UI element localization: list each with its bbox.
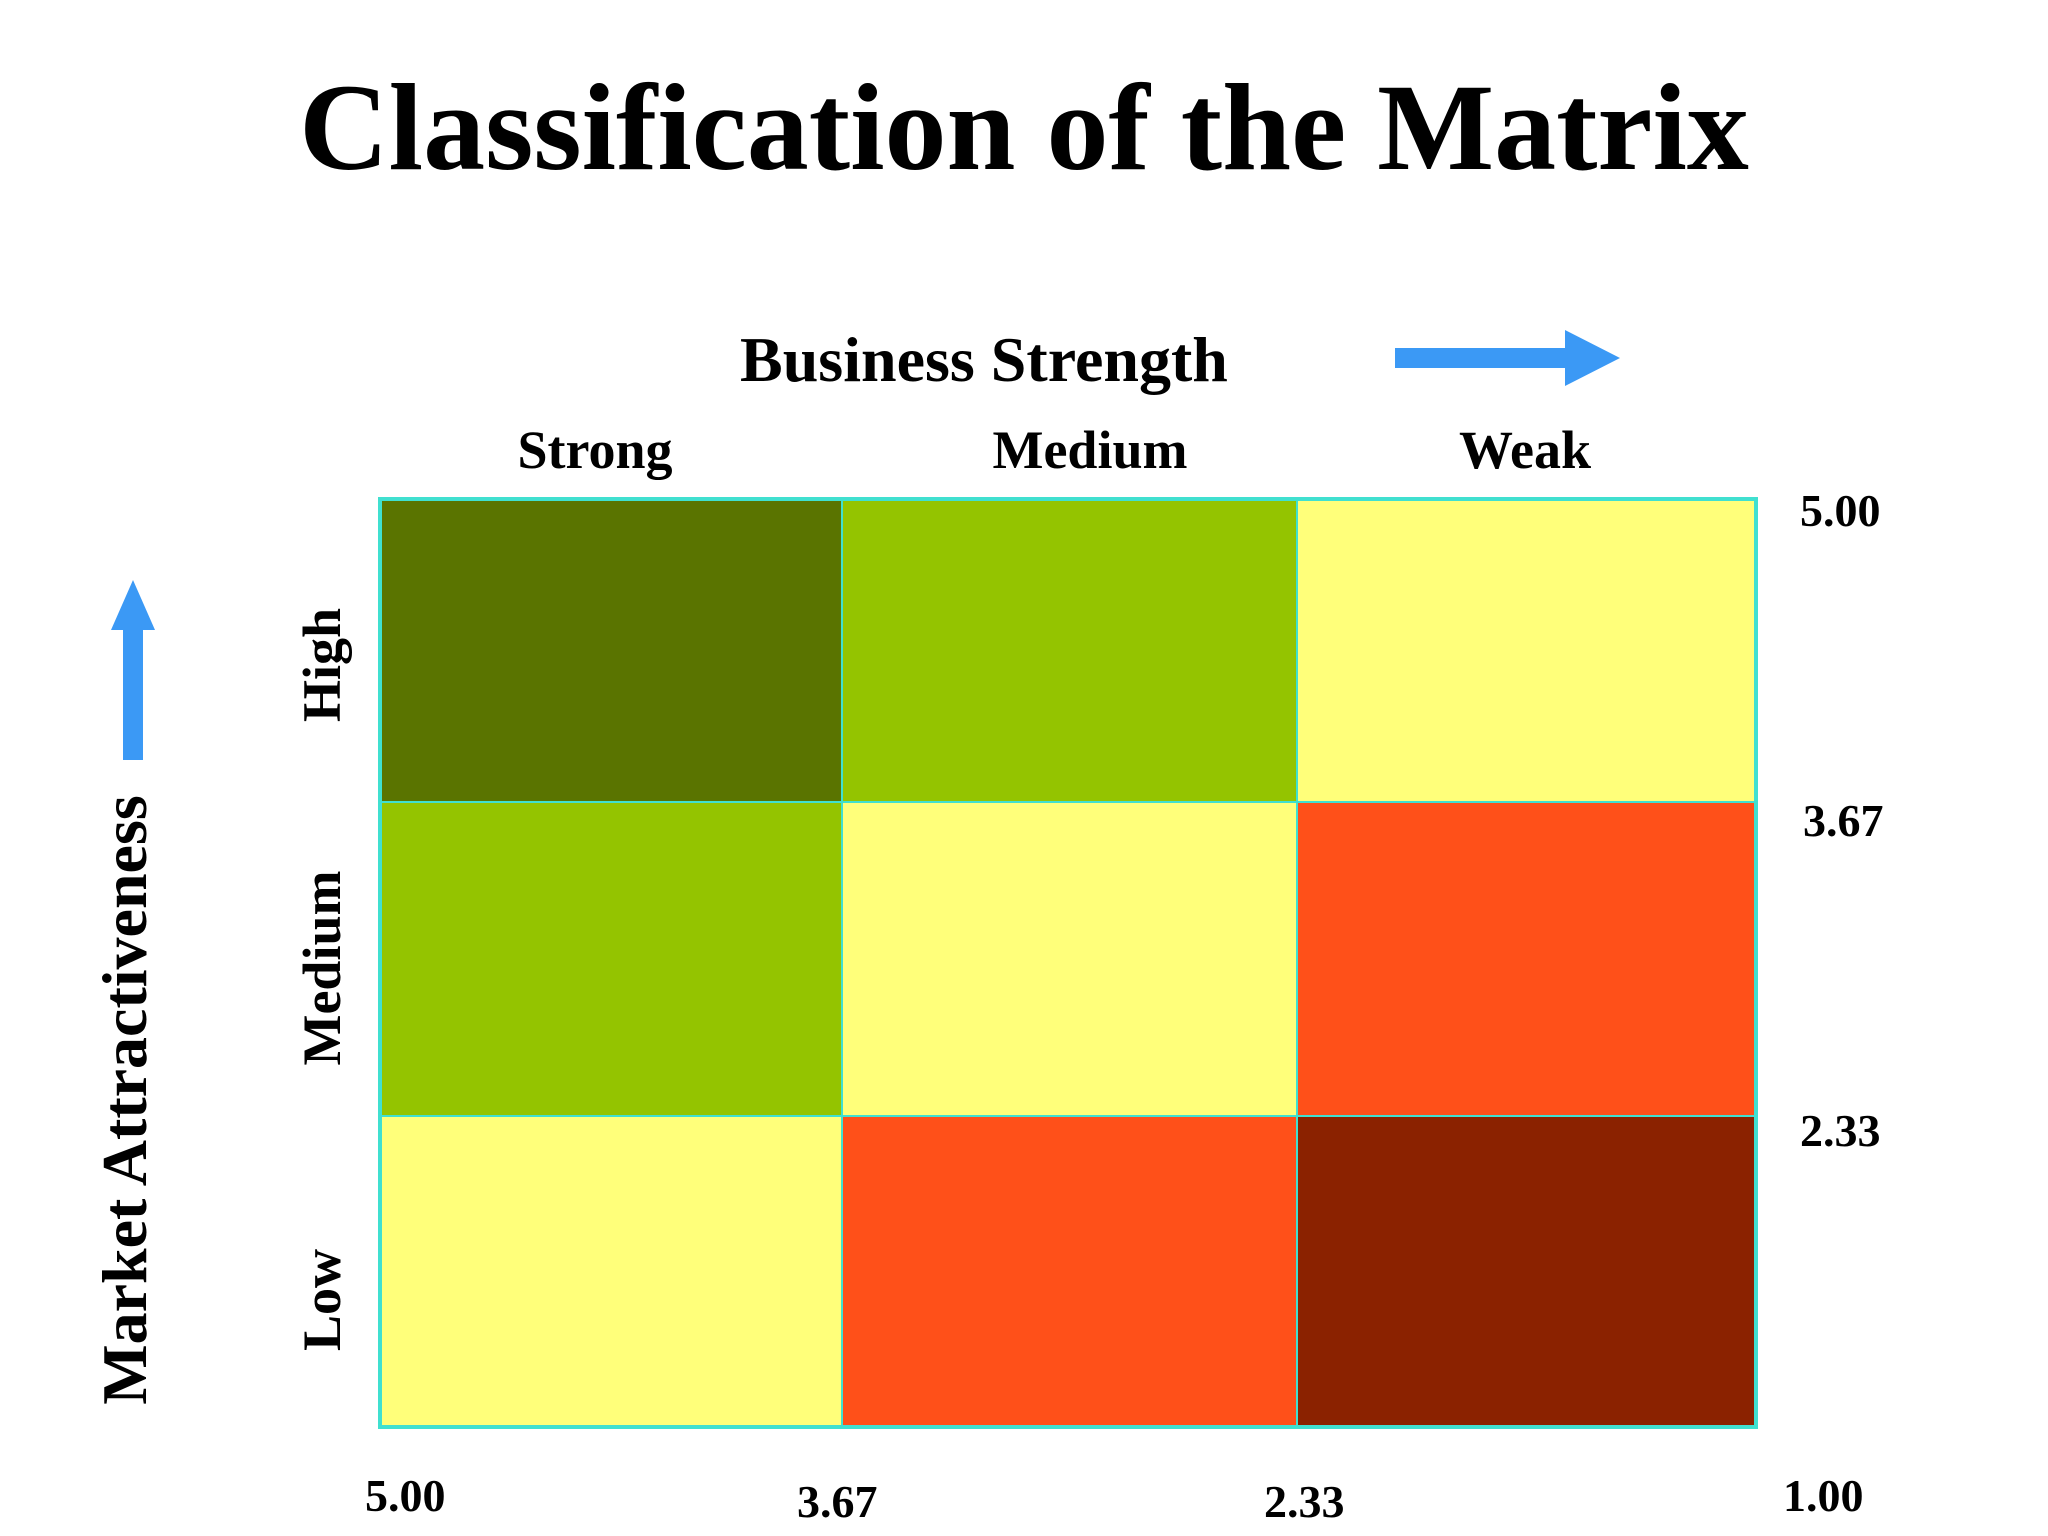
- cell-high-weak: [1297, 500, 1755, 802]
- arrow-up-shape: [111, 580, 155, 760]
- y-tick-5-00: 5.00: [1800, 485, 1881, 536]
- column-label-strong: Strong: [517, 420, 673, 480]
- row-label-low: Low: [292, 1248, 352, 1352]
- y-tick-2-33: 2.33: [1800, 1105, 1881, 1156]
- row-label-high: High: [292, 607, 352, 723]
- column-label-medium: Medium: [992, 420, 1188, 480]
- cell-low-weak: [1297, 1116, 1755, 1426]
- cell-low-medium: [842, 1116, 1297, 1426]
- x-tick-5-00: 5.00: [365, 1470, 446, 1521]
- page-title: Classification of the Matrix: [299, 59, 1749, 196]
- arrow-right-shape: [1395, 330, 1620, 386]
- cell-low-strong: [381, 1116, 842, 1426]
- classification-matrix: [378, 497, 1758, 1429]
- column-label-weak: Weak: [1458, 420, 1592, 480]
- row-label-medium: Medium: [292, 870, 352, 1066]
- arrow-right-icon: [1395, 330, 1620, 386]
- y-tick-3-67: 3.67: [1803, 795, 1884, 846]
- arrow-up-icon: [111, 580, 155, 760]
- cell-medium-strong: [381, 802, 842, 1116]
- x-axis-title: Business Strength: [740, 324, 1228, 395]
- cell-medium-medium: [842, 802, 1297, 1116]
- cell-high-strong: [381, 500, 842, 802]
- x-tick-3-67: 3.67: [797, 1476, 878, 1527]
- x-tick-2-33: 2.33: [1264, 1476, 1345, 1527]
- y-axis-title: Market Attractiveness: [89, 795, 160, 1405]
- x-tick-1-00: 1.00: [1783, 1470, 1864, 1521]
- cell-medium-weak: [1297, 802, 1755, 1116]
- cell-high-medium: [842, 500, 1297, 802]
